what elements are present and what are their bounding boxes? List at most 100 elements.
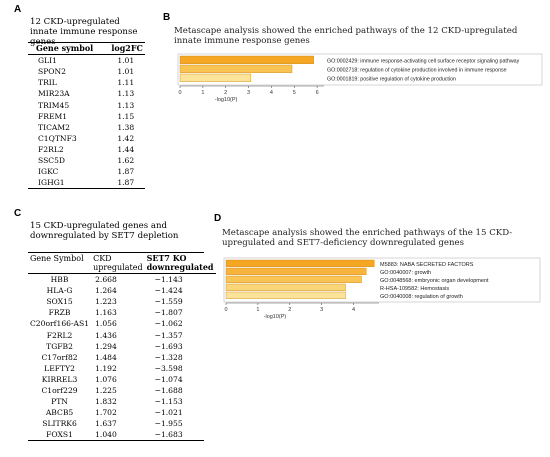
table-row: HLA-G 1.264 −1.424 bbox=[28, 285, 216, 296]
bar-label: GO:0001819: positive regulation of cytok… bbox=[327, 76, 456, 82]
panel-b-label: B bbox=[163, 12, 171, 23]
value-cell: 1.040 bbox=[95, 430, 117, 440]
gene-symbol-cell: IGHG1 bbox=[38, 178, 65, 188]
bar bbox=[179, 73, 252, 83]
gene-symbol-cell: F2RL2 bbox=[46, 330, 73, 340]
value-cell: 1.484 bbox=[95, 352, 117, 362]
value-cell: 1.294 bbox=[95, 341, 117, 351]
gene-symbol-cell: C17orf82 bbox=[41, 352, 78, 362]
value-cell: 1.264 bbox=[95, 286, 117, 296]
table-row: KIRREL3 1.076 −1.074 bbox=[28, 374, 216, 385]
gene-symbol-cell: SPON2 bbox=[38, 67, 67, 77]
gene-symbol-cell: TRIL bbox=[38, 78, 57, 88]
value-cell: 1.11 bbox=[117, 78, 135, 88]
bar bbox=[225, 291, 346, 300]
value-cell: 1.44 bbox=[117, 144, 135, 154]
table-row: TICAM2 1.38 bbox=[28, 122, 145, 133]
panel-b-title: Metascape analysis showed the enriched p… bbox=[174, 26, 518, 46]
table-row: C17orf82 1.484 −1.328 bbox=[28, 352, 216, 363]
value-cell: 1.13 bbox=[117, 89, 135, 99]
gene-symbol-cell: C20orf166-AS1 bbox=[30, 319, 90, 329]
gene-symbol-cell: HLA-G bbox=[46, 286, 73, 296]
chart-frame bbox=[177, 53, 543, 86]
value-cell: 1.223 bbox=[95, 297, 117, 307]
value-cell: 1.163 bbox=[95, 308, 117, 318]
bar-label: GO:0048568: embryonic organ development bbox=[380, 278, 489, 284]
value-cell: 1.42 bbox=[117, 133, 135, 143]
gene-symbol-cell: ABCB5 bbox=[45, 408, 74, 418]
gene-symbol-cell: HBB bbox=[50, 275, 69, 285]
value-cell: −1.807 bbox=[154, 308, 183, 318]
x-tick-label: 2 bbox=[288, 307, 291, 313]
bar-label: GO:0002429: immune response-activating c… bbox=[327, 58, 520, 64]
panel-a-label: A bbox=[14, 4, 22, 15]
table-header-row: Gene symbol log2FC bbox=[28, 43, 145, 55]
value-cell: −1.074 bbox=[154, 374, 183, 384]
panel-a-table-wrap: Gene symbol log2FC GLI1 1.01 SPON2 1.01 TRIL… bbox=[28, 42, 145, 190]
bar bbox=[225, 259, 375, 268]
table-row: FOXS1 1.040 −1.683 bbox=[28, 429, 216, 440]
gene-symbol-cell: PTN bbox=[51, 397, 68, 407]
table-row: TGFB2 1.294 −1.693 bbox=[28, 341, 216, 352]
value-cell: −1.062 bbox=[154, 319, 183, 329]
gene-symbol-cell: C1QTNF3 bbox=[38, 133, 77, 143]
x-tick-label: 3 bbox=[320, 307, 323, 313]
panel-d-label: D bbox=[214, 213, 222, 224]
table-row: IGKC 1.87 bbox=[28, 166, 145, 177]
value-cell: −1.153 bbox=[154, 397, 183, 407]
table-row: F2RL2 1.436 −1.357 bbox=[28, 329, 216, 340]
panel-d-chart: M5883: NABA SECRETED FACTORS GO:0040007: … bbox=[223, 257, 541, 320]
gene-symbol-cell: SOX15 bbox=[46, 297, 73, 307]
gene-symbol-cell: IGKC bbox=[38, 167, 59, 177]
panel-c-table: Gene Symbol CKD upregulated SET7 KO down… bbox=[28, 253, 216, 440]
bar bbox=[179, 64, 293, 74]
header-ckd-upregulated: CKD upregulated bbox=[93, 254, 143, 272]
value-cell: 1.192 bbox=[95, 363, 117, 373]
value-cell: −3.598 bbox=[154, 363, 183, 373]
value-cell: 1.076 bbox=[95, 374, 117, 384]
gene-symbol-cell: C1orf229 bbox=[41, 385, 78, 395]
value-cell: 1.87 bbox=[117, 167, 135, 177]
x-tick-label: 2 bbox=[224, 90, 227, 96]
value-cell: 1.62 bbox=[117, 155, 135, 165]
table-row: TRIL 1.11 bbox=[28, 77, 145, 88]
table-row: SSC5D 1.62 bbox=[28, 155, 145, 166]
value-cell: 1.832 bbox=[95, 397, 117, 407]
bar bbox=[225, 267, 367, 276]
value-cell: −1.688 bbox=[154, 385, 183, 395]
table-row: SPON2 1.01 bbox=[28, 66, 145, 77]
value-cell: 1.01 bbox=[117, 67, 135, 77]
x-axis-label: -log10(P) bbox=[215, 97, 238, 103]
value-cell: 1.87 bbox=[117, 178, 135, 188]
table-row: ABCB5 1.702 −1.021 bbox=[28, 407, 216, 418]
table-row: HBB 2.668 −1.143 bbox=[28, 274, 216, 286]
gene-symbol-cell: TICAM2 bbox=[38, 122, 70, 132]
header-set7-ko-downregulated: SET7 KO downregulated bbox=[146, 253, 214, 272]
value-cell: −1.693 bbox=[154, 341, 183, 351]
x-tick-label: 0 bbox=[224, 307, 227, 313]
value-cell: 1.01 bbox=[117, 56, 135, 66]
table-header-row: Gene Symbol CKD upregulated SET7 KO down… bbox=[28, 253, 216, 274]
chart-frame bbox=[223, 257, 541, 303]
bar-label: M5883: NABA SECRETED FACTORS bbox=[380, 262, 474, 268]
table-row: MIR23A 1.13 bbox=[28, 88, 145, 99]
table-row: SLITRK6 1.637 −1.955 bbox=[28, 418, 216, 429]
bar-label: GO:0002718: regulation of cytokine produ… bbox=[327, 67, 507, 73]
value-cell: −1.021 bbox=[154, 408, 183, 418]
gene-symbol-cell: F2RL2 bbox=[38, 144, 64, 154]
table-row: C1QTNF3 1.42 bbox=[28, 133, 145, 144]
value-cell: 2.668 bbox=[95, 275, 117, 285]
table-row: SOX15 1.223 −1.559 bbox=[28, 296, 216, 307]
x-tick-label: 4 bbox=[270, 90, 273, 96]
gene-symbol-cell: FRZB bbox=[48, 308, 71, 318]
table-row: TRIM45 1.13 bbox=[28, 99, 145, 110]
table-row: PTN 1.832 −1.153 bbox=[28, 396, 216, 407]
gene-symbol-cell: TGFB2 bbox=[46, 341, 73, 351]
gene-symbol-cell: MIR23A bbox=[38, 89, 70, 99]
gene-symbol-cell: KIRREL3 bbox=[41, 374, 78, 384]
value-cell: 1.15 bbox=[117, 111, 135, 121]
gene-symbol-cell: LEFTY2 bbox=[44, 363, 75, 373]
x-tick-label: 5 bbox=[293, 90, 296, 96]
x-tick-label: 6 bbox=[316, 90, 319, 96]
bar bbox=[225, 275, 362, 284]
